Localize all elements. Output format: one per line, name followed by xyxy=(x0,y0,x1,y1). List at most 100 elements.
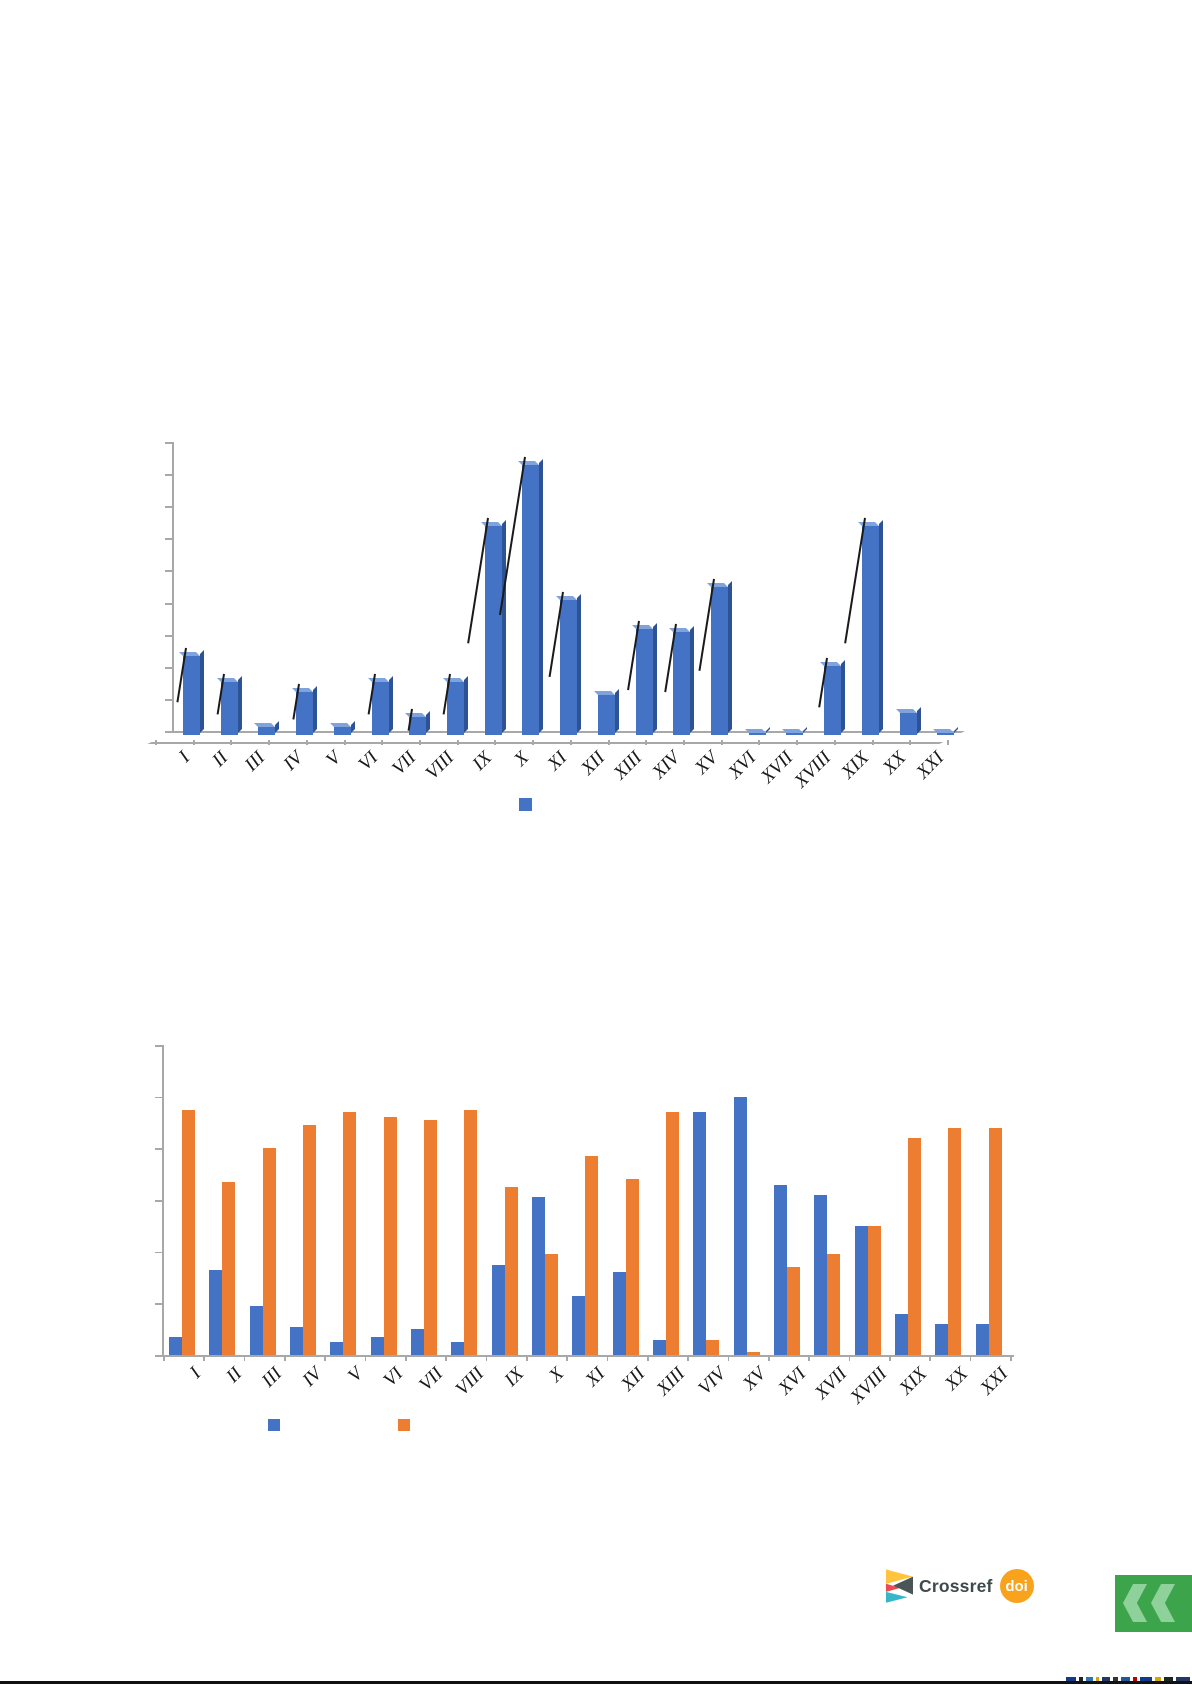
x-axis-tick xyxy=(343,740,346,745)
clipped-text-fragment xyxy=(1102,1677,1110,1681)
y-axis-tick xyxy=(165,634,173,637)
y-axis-tick xyxy=(165,570,173,573)
bar xyxy=(895,1313,908,1355)
clipped-text-fragment xyxy=(1164,1677,1173,1681)
bar xyxy=(787,1267,800,1355)
x-axis-tick xyxy=(720,740,723,745)
bar xyxy=(370,1336,384,1355)
bar xyxy=(693,1112,707,1355)
y-axis-tick xyxy=(165,474,173,477)
x-axis-tick xyxy=(947,740,949,745)
bar xyxy=(222,1181,236,1355)
bottom-divider-line xyxy=(0,1681,1192,1684)
clipped-text-fragment xyxy=(1086,1677,1093,1681)
x-axis-tick xyxy=(494,740,497,745)
bar xyxy=(296,691,314,735)
bar xyxy=(169,1336,182,1355)
x-axis-tick xyxy=(727,1355,730,1361)
bar xyxy=(491,1264,505,1355)
bar xyxy=(330,1342,344,1355)
x-axis-tick xyxy=(833,740,836,745)
y-axis-tick xyxy=(165,602,173,605)
x-axis-tick xyxy=(683,740,685,745)
bar xyxy=(249,1305,263,1355)
bar xyxy=(585,1156,599,1355)
y-axis-tick xyxy=(155,1148,163,1151)
bar xyxy=(290,1326,303,1355)
y-axis-tick xyxy=(155,1251,163,1254)
y-axis-line xyxy=(172,442,174,733)
x-axis-tick xyxy=(532,740,535,745)
bar xyxy=(183,656,200,735)
bar xyxy=(673,632,691,735)
y-axis-tick xyxy=(165,666,173,669)
clipped-text-fragment xyxy=(1155,1677,1161,1681)
legend-marker xyxy=(398,1419,410,1431)
x-axis-tick xyxy=(889,1355,891,1361)
bar xyxy=(532,1197,545,1355)
bar xyxy=(522,465,540,735)
x-axis-tick xyxy=(606,1355,609,1361)
bar xyxy=(484,526,502,735)
bar xyxy=(786,732,804,735)
bar xyxy=(988,1127,1002,1355)
x-axis-tick xyxy=(929,1355,931,1361)
bar xyxy=(371,682,389,735)
bar xyxy=(560,600,578,735)
bar xyxy=(935,1324,949,1355)
bar xyxy=(343,1112,357,1355)
bar xyxy=(409,717,427,735)
x-axis-line xyxy=(155,1355,1014,1357)
x-axis-tick xyxy=(456,740,459,745)
x-axis-tick xyxy=(364,1355,367,1361)
x-axis-tick xyxy=(381,740,384,745)
clipped-text-fragment xyxy=(1096,1677,1099,1681)
x-axis-tick xyxy=(645,740,648,745)
x-axis-tick xyxy=(848,1355,851,1361)
x-axis-tick xyxy=(324,1355,326,1361)
bar xyxy=(464,1109,478,1355)
bar xyxy=(572,1295,586,1355)
bar xyxy=(854,1225,868,1355)
bar xyxy=(383,1117,397,1355)
bar xyxy=(209,1269,223,1356)
bar xyxy=(706,1339,720,1355)
x-axis-tick xyxy=(192,740,195,745)
bar xyxy=(424,1119,437,1355)
bar xyxy=(948,1127,962,1355)
x-axis-tick xyxy=(163,1355,165,1361)
x-axis-tick xyxy=(607,740,610,745)
y-axis-tick xyxy=(165,731,173,733)
y-axis-tick xyxy=(165,538,173,541)
clipped-text-fragment xyxy=(1133,1677,1137,1681)
bar xyxy=(824,666,842,735)
x-axis-tick xyxy=(268,740,271,745)
bar xyxy=(827,1254,841,1356)
x-axis-tick xyxy=(405,1355,407,1361)
bar xyxy=(867,1225,881,1355)
bar xyxy=(258,727,276,735)
x-axis-tick xyxy=(305,740,308,745)
x-axis-tick xyxy=(566,1355,568,1361)
doi-badge: doi xyxy=(999,1569,1034,1603)
x-axis-tick xyxy=(647,1355,649,1361)
bar xyxy=(451,1342,465,1355)
bar xyxy=(545,1254,558,1356)
y-axis-tick xyxy=(165,506,173,509)
clipped-footer-text xyxy=(1066,1677,1190,1681)
green-chevrons-badge xyxy=(1115,1575,1192,1632)
crossref-wordmark: Crossref xyxy=(919,1575,993,1596)
x-axis-tick xyxy=(203,1355,205,1361)
clipped-text-fragment xyxy=(1140,1677,1152,1681)
chevron-left-icon xyxy=(1151,1584,1175,1622)
legend-marker xyxy=(519,798,532,811)
bar xyxy=(597,694,615,735)
crossref-logo: Crossref doi xyxy=(886,1564,1066,1608)
x-axis-tick xyxy=(969,1355,972,1361)
x-axis-tick xyxy=(796,740,799,745)
bar xyxy=(711,587,728,735)
x-axis-tick xyxy=(768,1355,770,1361)
bar xyxy=(262,1148,276,1355)
bar xyxy=(653,1339,666,1355)
